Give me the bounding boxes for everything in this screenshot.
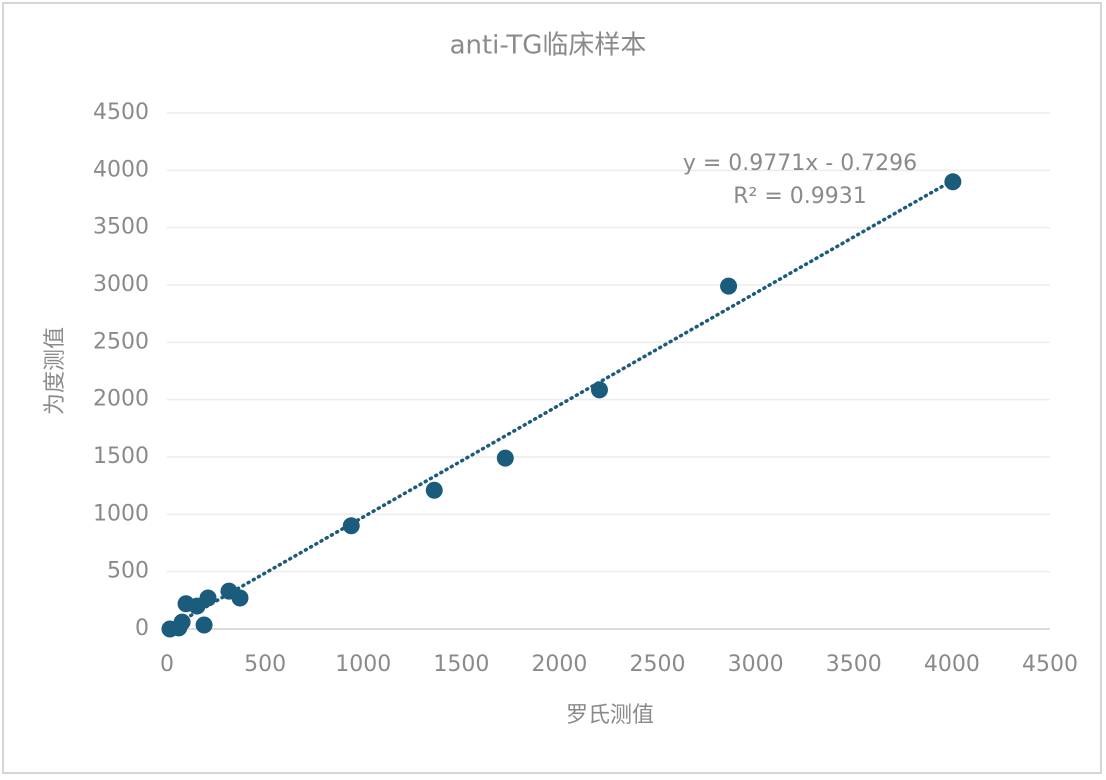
y-tick-label: 4500 [93, 100, 149, 125]
x-tick-label: 0 [160, 652, 174, 677]
y-tick-label: 1500 [93, 444, 149, 469]
x-tick-label: 2000 [531, 652, 587, 677]
x-axis-title: 罗氏测值 [566, 703, 654, 728]
y-tick-label: 4000 [93, 157, 149, 182]
point [425, 481, 443, 499]
x-tick-label: 2500 [630, 652, 686, 677]
trendline [168, 178, 955, 630]
y-tick-label: 2500 [93, 329, 149, 354]
y-tick-label: 3000 [93, 272, 149, 297]
y-tick-label: 3500 [93, 215, 149, 240]
x-tick-label: 4500 [1022, 652, 1078, 677]
y-axis-title: 为度测值 [43, 327, 68, 415]
x-tick-label: 500 [244, 652, 286, 677]
x-tick-label: 1500 [433, 652, 489, 677]
point [199, 589, 217, 607]
point [195, 616, 213, 634]
x-tick-label: 3500 [826, 652, 882, 677]
chart-title: anti-TG临床样本 [450, 31, 647, 61]
trendline-r2: R² = 0.9931 [733, 184, 867, 209]
x-tick-label: 4000 [924, 652, 980, 677]
y-tick-label: 0 [135, 616, 149, 641]
point [496, 449, 514, 467]
point [944, 173, 962, 191]
y-tick-label: 500 [107, 559, 149, 584]
x-tick-label: 3000 [728, 652, 784, 677]
point [231, 589, 249, 607]
point [173, 613, 191, 631]
point [720, 277, 738, 295]
point [342, 517, 360, 535]
y-tick-label: 2000 [93, 387, 149, 412]
trendline-equation: y = 0.9771x - 0.7296 [683, 151, 917, 176]
y-tick-label: 1000 [93, 501, 149, 526]
point [590, 381, 608, 399]
x-tick-label: 1000 [335, 652, 391, 677]
